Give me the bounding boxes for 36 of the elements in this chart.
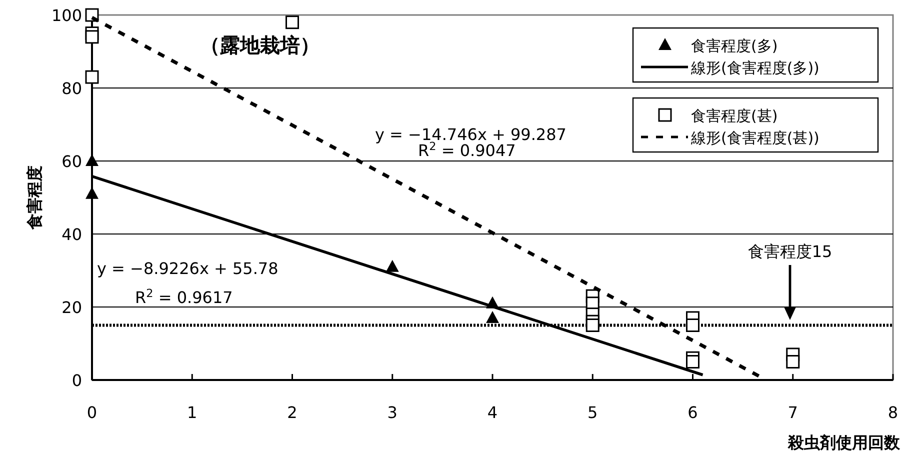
point [586,318,600,332]
y-axis-title: 食害程度 [25,166,44,230]
text: （露地栽培） [200,33,320,57]
point [786,355,800,368]
x-tick-label: 8 [888,403,898,422]
x-tick-label: 0 [86,403,98,422]
point [286,16,299,30]
legend-label: 線形(食害程度(多)) [690,59,820,77]
y-tick-label: 100 [51,6,82,25]
annotation: R$^{2}$ = 0.9047 [418,140,516,160]
point [85,30,99,44]
y-tick-label: 0 [72,371,82,390]
x-tick-label: 1 [187,403,198,422]
x-tick-label: 3 [387,403,398,422]
y-tick-label: 40 [62,225,82,244]
legend-label: 線形(食害程度(甚)) [690,129,820,147]
y-tick-label: 60 [62,152,82,171]
y-tick-label: 80 [62,79,82,98]
point [686,318,700,332]
x-tick-label: 7 [788,403,798,422]
annotation: 食害程度15 [748,242,832,261]
point [686,355,700,368]
y-tick-label: 20 [62,298,82,317]
legend-label: 食害程度(甚) [691,107,778,125]
x-tick-label: 4 [487,403,498,422]
point [85,70,99,84]
annotation: y = −8.9226x + 55.78 [97,259,278,278]
annotation: R$^{2}$ = 0.9617 [135,286,233,307]
x-tick-label: 5 [588,403,598,422]
legend-label: 食害程度(多) [691,37,778,55]
point [486,310,499,323]
point [386,260,399,272]
x-tick-label: 2 [287,403,298,422]
x-axis-title: 殺虫剤使用回数 [787,433,901,452]
point [86,154,98,166]
x-tick-label: 6 [688,403,698,422]
